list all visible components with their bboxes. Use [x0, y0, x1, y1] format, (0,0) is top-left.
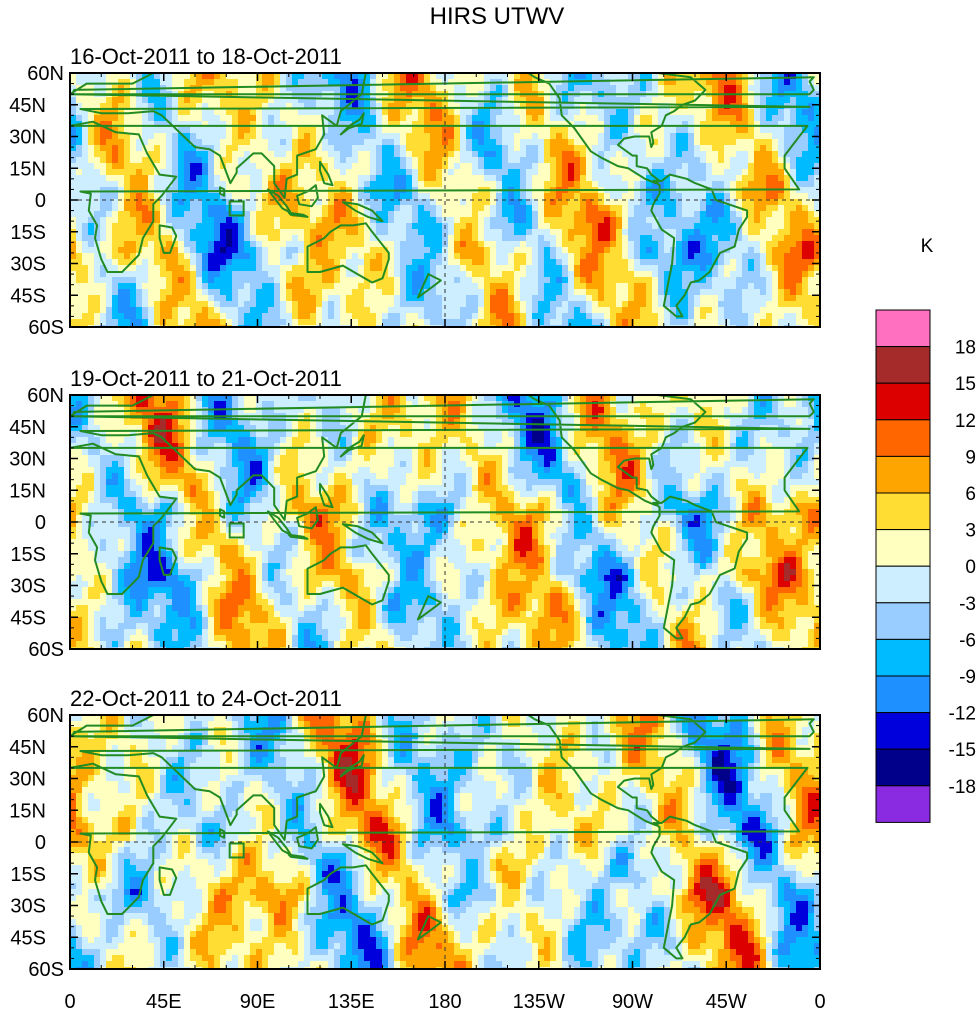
y-tick-label: 15N [9, 800, 46, 822]
colorbar-box [875, 785, 931, 823]
y-tick-label: 30S [10, 576, 46, 598]
y-tick-label: 60N [27, 385, 64, 407]
map-panel-3: 60N 45N 30N 15N 0 15S 30S 45S 60S 22-Oct-2011 to … [9, 686, 821, 981]
x-tick-label: 135W [513, 991, 565, 1013]
y-tick-label: 15N [9, 480, 46, 502]
x-tick-label: 0 [64, 991, 75, 1013]
y-tick-label: 60S [28, 639, 64, 661]
colorbar-label: -15 [949, 740, 976, 761]
x-tick-label: 45W [706, 991, 747, 1013]
colorbar-box [875, 712, 931, 750]
colorbar-box [875, 309, 931, 348]
y-tick-label: 60N [27, 705, 64, 727]
y-tick-label: 30N [9, 127, 46, 149]
colorbar-label: 6 [965, 484, 976, 505]
y-tick-label: 15N [9, 158, 46, 180]
y-tick-label: 0 [35, 512, 46, 534]
y-tick-label: 60N [27, 63, 64, 85]
y-tick-label: 30N [9, 769, 46, 791]
anomaly-field [70, 715, 820, 969]
y-tick-label: 45S [10, 285, 46, 307]
colorbar-label: 0 [965, 557, 976, 578]
colorbar-box [875, 419, 931, 457]
x-tick-label: 45E [146, 991, 182, 1013]
y-tick-label: 30S [10, 896, 46, 918]
y-tick-label: 45N [9, 737, 46, 759]
colorbar-box [875, 565, 931, 604]
panel-title: 16-Oct-2011 to 18-Oct-2011 [70, 44, 342, 69]
colorbar-label: 18 [955, 338, 976, 359]
y-tick-label: 30N [9, 449, 46, 471]
colorbar-label: -18 [949, 777, 976, 798]
map-panel-1: 60N 45N 30N 15N 0 15S 30S 45S 60S 16-Oct-2011 to … [9, 44, 821, 339]
colorbar-box [875, 382, 931, 421]
coastlines [70, 73, 815, 318]
y-tick-label: 45N [9, 417, 46, 439]
colorbar-box [875, 748, 931, 787]
y-tick-label: 45S [10, 607, 46, 629]
colorbar-label: -9 [959, 667, 976, 688]
colorbar-label: 9 [965, 447, 976, 468]
y-tick-label: 60S [28, 959, 64, 981]
panel-title: 19-Oct-2011 to 21-Oct-2011 [70, 366, 342, 391]
map-panel-2: 60N 45N 30N 15N 0 15S 30S 45S 60S 19-Oct-2011 to … [9, 366, 821, 661]
colorbar-label: 3 [965, 521, 976, 542]
anomaly-field [70, 395, 820, 649]
marker-box [228, 200, 245, 217]
colorbar: K 18 15 12 9 6 3 0 -3 -6 -9 -12 -15 -18 [875, 236, 976, 823]
colorbar-units: K [921, 236, 934, 257]
colorbar-box [875, 346, 931, 384]
coastlines [70, 715, 815, 960]
y-tick-label: 15S [10, 864, 46, 886]
y-tick-label: 60S [28, 317, 64, 339]
colorbar-box [875, 638, 931, 677]
y-tick-label: 45N [9, 95, 46, 117]
colorbar-label: 15 [955, 374, 976, 395]
colorbar-label: -3 [959, 594, 976, 615]
x-tick-label: 90E [240, 991, 276, 1013]
y-tick-label: 30S [10, 254, 46, 276]
y-tick-label: 15S [10, 544, 46, 566]
marker-box [228, 522, 245, 539]
x-tick-label: 0 [814, 991, 825, 1013]
x-tick-label: 180 [428, 991, 461, 1013]
coastlines [70, 395, 815, 640]
colorbar-box [875, 492, 931, 531]
figure-title: HIRS UTWV [430, 3, 565, 30]
y-tick-label: 0 [35, 832, 46, 854]
colorbar-label: -6 [959, 630, 976, 651]
y-tick-label: 0 [35, 190, 46, 212]
colorbar-box [875, 602, 931, 640]
colorbar-box [875, 529, 931, 567]
colorbar-box [875, 455, 931, 494]
marker-box [228, 842, 245, 859]
colorbar-label: -12 [949, 704, 976, 725]
x-tick-label: 135E [328, 991, 375, 1013]
panel-title: 22-Oct-2011 to 24-Oct-2011 [70, 686, 342, 711]
y-tick-label: 15S [10, 222, 46, 244]
colorbar-label: 12 [955, 411, 976, 432]
x-tick-label: 90W [612, 991, 653, 1013]
y-tick-label: 45S [10, 927, 46, 949]
x-axis: 0 45E 90E 135E 180 135W 90W 45W 0 [64, 991, 825, 1013]
colorbar-box [875, 675, 931, 714]
